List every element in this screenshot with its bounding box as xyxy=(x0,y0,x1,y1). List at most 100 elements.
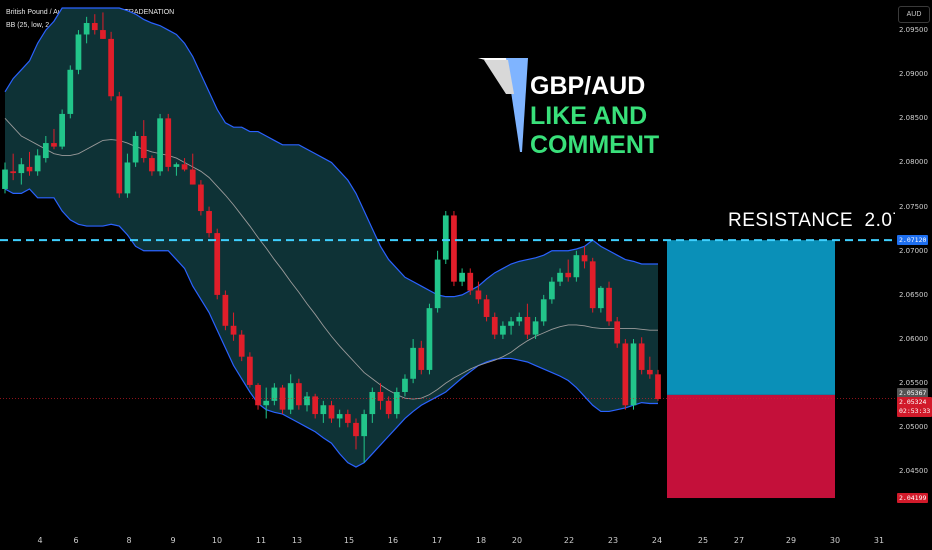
candle xyxy=(549,277,555,304)
candle xyxy=(124,153,131,198)
candle xyxy=(328,400,335,423)
candle-body xyxy=(549,281,555,300)
candle-body xyxy=(295,383,302,406)
candle xyxy=(598,286,604,313)
price-tick: 2.09500 xyxy=(899,26,928,35)
candle-body xyxy=(238,334,245,357)
price-tag: 2.05367 xyxy=(897,387,929,398)
candle-body xyxy=(589,261,596,309)
candle xyxy=(149,155,155,176)
candle-body xyxy=(614,321,621,344)
candle xyxy=(361,409,368,463)
candle-body xyxy=(410,347,416,379)
candle xyxy=(108,31,114,101)
candle-body xyxy=(606,287,612,322)
time-tick: 9 xyxy=(170,536,176,545)
lower-band xyxy=(4,188,658,468)
candle-body xyxy=(646,369,653,375)
candle xyxy=(83,16,90,44)
candle xyxy=(59,109,65,150)
candle-body xyxy=(124,162,131,194)
candle-body xyxy=(100,30,106,39)
candle-body xyxy=(344,414,351,423)
time-tick: 23 xyxy=(607,536,619,545)
candle xyxy=(189,153,196,185)
price-tick: 2.05000 xyxy=(899,423,928,432)
candle xyxy=(500,321,506,340)
price-tick: 2.08000 xyxy=(899,158,928,167)
candle-body xyxy=(328,405,335,419)
candle xyxy=(442,211,449,264)
candle xyxy=(418,340,425,375)
candle-body xyxy=(377,392,384,401)
candle-body xyxy=(67,69,74,114)
candle-body xyxy=(426,308,433,370)
candle-body xyxy=(157,118,163,172)
candle xyxy=(369,387,376,423)
candle xyxy=(532,316,539,340)
price-tick: 2.09000 xyxy=(899,70,928,79)
time-tick: 13 xyxy=(291,536,303,545)
candle-body xyxy=(540,299,547,322)
time-tick: 6 xyxy=(73,536,79,545)
candle-body xyxy=(508,321,514,326)
candle-body xyxy=(557,272,563,282)
candle-body xyxy=(271,387,278,401)
candle-body xyxy=(524,316,531,335)
candle xyxy=(230,312,237,341)
stop-zone xyxy=(667,394,835,499)
candle-body xyxy=(442,215,449,260)
candle-body xyxy=(516,316,523,322)
candle xyxy=(140,120,147,163)
price-tag: 2.05324 02:53:33 xyxy=(897,396,932,417)
upper-band xyxy=(4,7,658,298)
candle xyxy=(508,316,514,335)
candle xyxy=(491,312,498,340)
candle-body xyxy=(532,321,539,335)
candle xyxy=(581,246,588,269)
candle xyxy=(402,374,408,397)
candle-body xyxy=(565,272,572,278)
candle-body xyxy=(622,343,629,406)
candle xyxy=(459,268,465,287)
time-tick: 15 xyxy=(343,536,355,545)
indicator-label[interactable]: BB (25, low, 2, 0) xyxy=(6,22,60,29)
price-chart[interactable] xyxy=(0,0,895,528)
candle xyxy=(2,162,8,194)
currency-button[interactable]: AUD xyxy=(898,6,930,23)
time-tick: 25 xyxy=(697,536,709,545)
candle xyxy=(377,383,384,410)
price-axis[interactable]: 2.09500 2.09000 2.08500 2.08000 2.07500 2.070… xyxy=(895,0,932,528)
candle xyxy=(34,149,41,176)
candle-body xyxy=(638,343,645,370)
price-tick: 2.07500 xyxy=(899,202,928,211)
candle xyxy=(483,294,490,322)
basis-line xyxy=(4,118,658,400)
time-tick: 8 xyxy=(126,536,132,545)
candle xyxy=(165,113,172,172)
candle xyxy=(295,378,302,410)
candle xyxy=(287,374,294,415)
time-tick: 4 xyxy=(37,536,43,545)
candle xyxy=(132,131,139,167)
logo-icon xyxy=(478,58,528,152)
time-axis[interactable]: 4 6 8 9 10 11 13 15 16 17 18 20 22 23 24 25 27 29 30 31 xyxy=(0,528,895,550)
candle xyxy=(557,268,563,287)
candle-body xyxy=(165,118,172,167)
candle-body xyxy=(336,414,343,419)
price-tick: 2.06500 xyxy=(899,290,928,299)
candle xyxy=(206,206,212,238)
position-zones[interactable] xyxy=(667,240,835,499)
candle xyxy=(426,303,433,375)
candle-body xyxy=(402,378,408,392)
candle-body xyxy=(18,164,25,174)
candle-body xyxy=(189,169,196,185)
candle xyxy=(434,250,441,313)
candle xyxy=(516,312,523,326)
candle-body xyxy=(483,299,490,317)
candle-body xyxy=(116,96,123,194)
price-tag: 2.04199 xyxy=(897,493,929,504)
candle xyxy=(646,356,653,379)
candle-body xyxy=(459,272,465,282)
candle-body xyxy=(451,215,457,282)
